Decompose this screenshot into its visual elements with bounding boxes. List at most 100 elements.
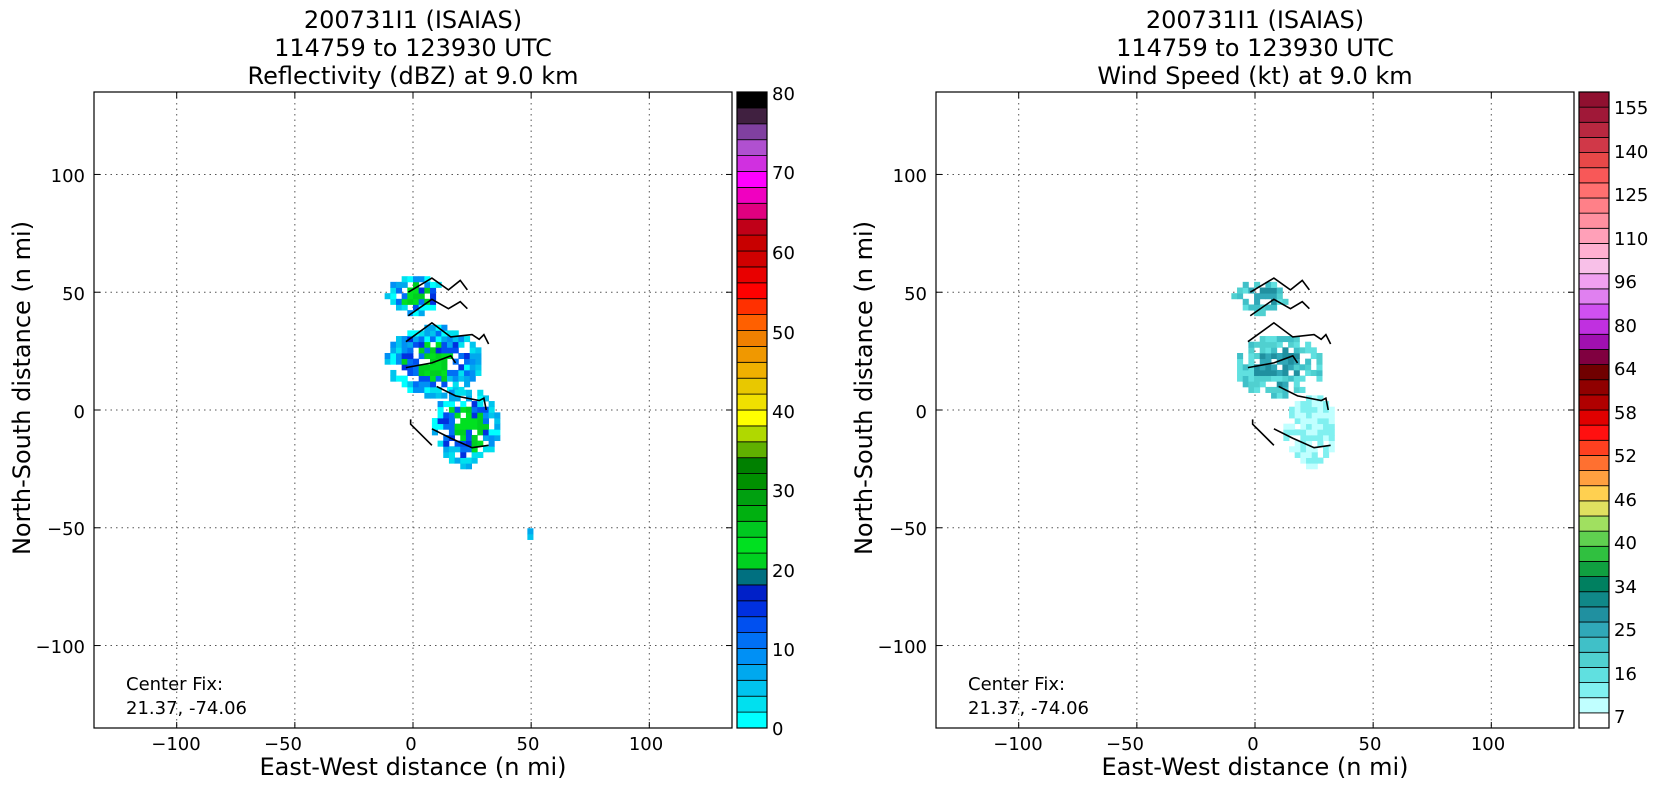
colorbar-segment bbox=[1578, 485, 1610, 502]
echo-cell bbox=[454, 395, 461, 402]
echo-cell bbox=[1259, 341, 1266, 348]
echo-cell bbox=[1300, 406, 1307, 413]
x-tick-label: −100 bbox=[151, 734, 200, 755]
colorbar-segment bbox=[736, 266, 768, 284]
echo-cell bbox=[471, 401, 478, 408]
echo-cell bbox=[1328, 412, 1335, 419]
echo-cell bbox=[1300, 412, 1307, 419]
echo-cell bbox=[469, 358, 476, 365]
echo-cell bbox=[413, 298, 420, 305]
echo-cell bbox=[447, 369, 454, 377]
echo-cell bbox=[413, 304, 420, 311]
colorbar-labels: 80 70 60 50 40 30 20 10 0 bbox=[772, 84, 795, 740]
echo-cell bbox=[448, 423, 455, 430]
echo-cell bbox=[413, 381, 420, 388]
echo-cell bbox=[430, 293, 437, 300]
echo-cell bbox=[418, 347, 425, 354]
colorbar-segment bbox=[1578, 561, 1610, 577]
echo-cell bbox=[418, 276, 425, 283]
echo-cell bbox=[1265, 369, 1272, 377]
x-tick-label: −50 bbox=[1106, 734, 1144, 755]
echo-cell bbox=[454, 457, 461, 464]
echo-cell bbox=[464, 364, 471, 371]
echo-cell bbox=[424, 276, 431, 283]
echo-cell bbox=[407, 330, 414, 337]
colorbar-segment bbox=[736, 186, 768, 204]
echo-cell bbox=[1317, 401, 1324, 408]
echo-cell bbox=[413, 281, 420, 288]
echo-cell bbox=[447, 375, 454, 382]
echo-cell bbox=[477, 423, 484, 430]
echo-cell bbox=[390, 375, 397, 382]
echo-cell bbox=[1294, 429, 1301, 436]
echo-cell bbox=[437, 401, 444, 408]
colorbar-segment bbox=[736, 536, 768, 554]
chart-title-line-1: 200731I1 (ISAIAS) bbox=[304, 6, 522, 34]
echo-cell bbox=[390, 281, 397, 288]
colorbar-segment bbox=[1578, 333, 1610, 350]
echo-cell bbox=[454, 440, 461, 447]
echo-cell bbox=[1282, 381, 1289, 388]
echo-cell bbox=[390, 347, 397, 354]
echo-cell bbox=[418, 375, 425, 382]
echo-cell bbox=[390, 287, 397, 294]
echo-cell bbox=[475, 369, 482, 377]
echo-cell bbox=[452, 369, 459, 377]
echo-cell bbox=[1316, 364, 1323, 371]
echo-cell bbox=[435, 352, 442, 360]
echo-cell bbox=[1254, 293, 1261, 300]
echo-cell bbox=[464, 369, 471, 377]
y-tick-label: 0 bbox=[916, 402, 927, 423]
echo-cell bbox=[454, 389, 461, 396]
colorbar-tick-label: 110 bbox=[1614, 229, 1648, 250]
colorbar-tick-label: 30 bbox=[772, 481, 795, 502]
echo-cell bbox=[1231, 293, 1238, 300]
echo-cell bbox=[482, 412, 490, 419]
echo-cell bbox=[437, 440, 444, 447]
echo-cell bbox=[441, 392, 448, 399]
echo-cell bbox=[418, 336, 425, 343]
center-fix-value: 21.37, -74.06 bbox=[968, 698, 1089, 719]
echo-cell bbox=[477, 412, 484, 419]
echo-cell bbox=[390, 341, 397, 348]
colorbar-segment bbox=[1578, 682, 1610, 699]
echo-cell bbox=[424, 375, 431, 382]
echo-cell bbox=[430, 369, 437, 377]
echo-cell bbox=[465, 418, 473, 425]
echo-cell bbox=[1282, 392, 1289, 399]
echo-cell bbox=[1310, 352, 1317, 360]
echo-cell bbox=[460, 463, 467, 470]
flight-track-segment bbox=[1278, 385, 1330, 411]
colorbar-tick-label: 64 bbox=[1614, 359, 1637, 380]
colorbar-frame bbox=[1578, 91, 1610, 729]
echo-cell bbox=[477, 440, 484, 447]
x-tick-label: 50 bbox=[1359, 734, 1382, 755]
echo-cell bbox=[418, 369, 425, 377]
echo-cell bbox=[452, 341, 459, 348]
echo-cell bbox=[1282, 358, 1289, 365]
echo-cell bbox=[1316, 358, 1323, 365]
echo-cell bbox=[1311, 395, 1318, 402]
colorbar-segment bbox=[1578, 258, 1610, 275]
echo-cell bbox=[437, 406, 444, 413]
colorbar-tick-label: 52 bbox=[1614, 446, 1637, 467]
echo-cell bbox=[482, 429, 490, 436]
echo-cell bbox=[431, 423, 438, 430]
echo-cell bbox=[1294, 401, 1301, 408]
flight-track-segment bbox=[1247, 321, 1332, 345]
echo-cell bbox=[435, 336, 442, 343]
echo-cell bbox=[1294, 451, 1301, 458]
echo-cell bbox=[1276, 369, 1283, 377]
x-axis-label: East-West distance (n mi) bbox=[259, 753, 566, 781]
echo-cell bbox=[1328, 434, 1335, 442]
echo-cell bbox=[441, 347, 448, 354]
colorbar-segment bbox=[736, 250, 768, 268]
colorbar-segment bbox=[1578, 530, 1610, 547]
echo-cell bbox=[460, 423, 467, 430]
echo-cell bbox=[413, 276, 420, 283]
colorbar bbox=[736, 91, 768, 729]
echo-cell bbox=[1271, 304, 1278, 311]
echo-cell bbox=[1259, 352, 1266, 360]
colorbar-tick-label: 125 bbox=[1614, 185, 1648, 206]
echo-cell bbox=[407, 386, 414, 393]
